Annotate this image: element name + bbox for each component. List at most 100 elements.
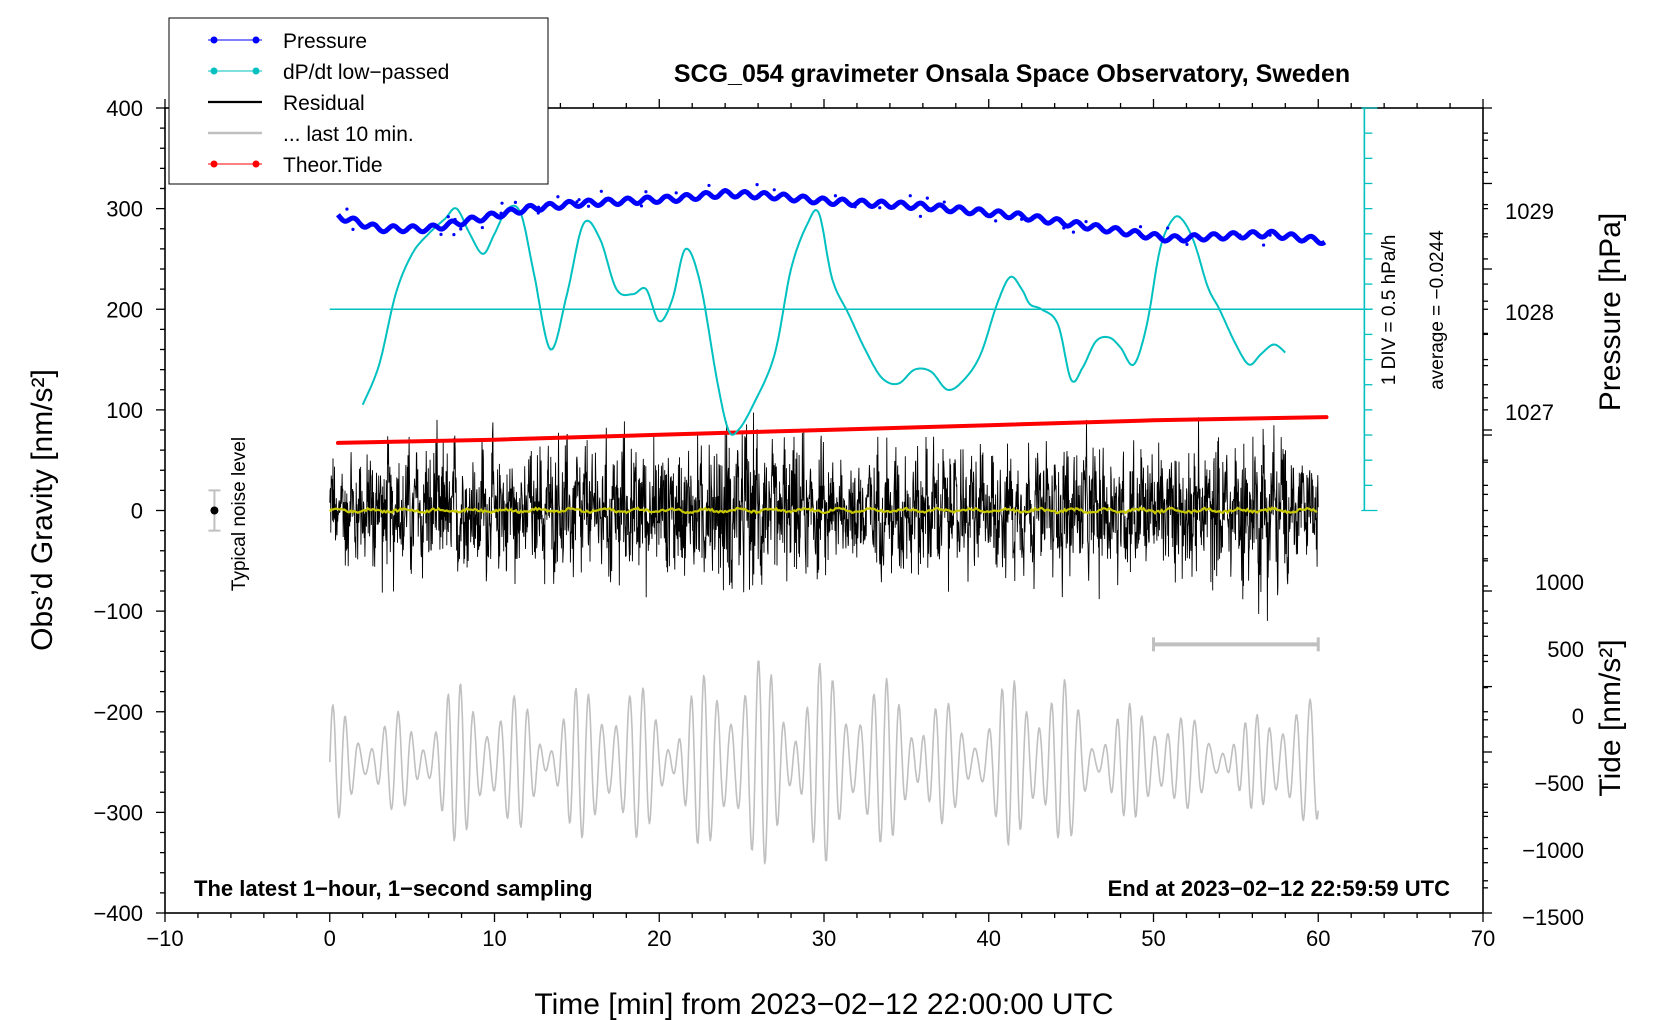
tide-tick-label: −1500 <box>1522 905 1584 930</box>
noise-level-label: Typical noise level <box>229 437 250 591</box>
x-tick-label: 20 <box>647 926 671 951</box>
x-tick-label: 60 <box>1306 926 1330 951</box>
x-tick-label: 10 <box>482 926 506 951</box>
x-tick-label: −10 <box>146 926 183 951</box>
dpdt-series-line <box>361 204 1286 436</box>
sampling-note: The latest 1−hour, 1−second sampling <box>194 876 593 901</box>
pressure-point <box>513 200 518 204</box>
div-label: 1 DIV = 0.5 hPa/h <box>1379 235 1400 386</box>
legend-tide-marker <box>210 160 218 168</box>
pressure-point <box>772 188 776 192</box>
y-tick-label: 300 <box>106 197 143 222</box>
tide-tick-label: 0 <box>1572 704 1584 729</box>
pressure-point <box>1138 225 1143 229</box>
x-tick-label: 50 <box>1141 926 1165 951</box>
pressure-point <box>1071 230 1076 234</box>
pressure-point <box>994 219 998 223</box>
pressure-point <box>1238 233 1242 237</box>
pressure-point <box>459 227 463 231</box>
pressure-point <box>500 201 504 205</box>
tide-tick-label: 500 <box>1547 637 1584 662</box>
x-tick-labels: −10 0 10 20 30 40 50 60 70 <box>146 926 1495 951</box>
y-tick-label: 100 <box>106 398 143 423</box>
chart-title: SCG_054 gravimeter Onsala Space Observat… <box>674 60 1350 88</box>
legend-item-dpdt: dP/dt low−passed <box>208 61 449 84</box>
pressure-point <box>1020 217 1024 221</box>
y-tick-label: −300 <box>93 800 143 825</box>
dpdt-scale-bar <box>1361 107 1378 512</box>
pressure-point <box>1062 226 1066 230</box>
pressure-point <box>439 232 443 236</box>
y-axis-title: Obs’d Gravity [nm/s²] <box>26 369 59 651</box>
pressure-series-line <box>336 188 1327 247</box>
legend-dpdt-marker <box>210 67 218 75</box>
y-tick-label: 200 <box>106 297 143 322</box>
pressure-point <box>453 217 457 222</box>
pressure-tick-label: 1028 <box>1505 300 1554 325</box>
tide-tick-labels: 1000 500 0 −500 −1000 −1500 <box>1522 570 1584 930</box>
noise-bar-center <box>210 506 219 515</box>
pressure-tick-label: 1029 <box>1505 199 1554 224</box>
x-tick-label: 40 <box>977 926 1001 951</box>
pressure-point <box>556 195 560 199</box>
pressure-point <box>452 233 456 237</box>
pressure-point <box>351 227 355 231</box>
pressure-point <box>1084 220 1088 224</box>
y-tick-label: 400 <box>106 96 143 121</box>
tide-axis-title: Tide [nm/s²] <box>1594 639 1627 796</box>
pressure-point <box>499 211 503 215</box>
legend-dpdt-label: dP/dt low−passed <box>283 61 449 84</box>
pressure-tick-labels: 1029 1028 1027 <box>1505 199 1554 425</box>
pressure-point <box>674 191 678 195</box>
pressure-point <box>599 189 603 193</box>
pressure-point <box>878 206 882 210</box>
legend-item-residual: Residual <box>208 92 365 115</box>
pressure-point <box>925 196 929 200</box>
legend-item-tide: Theor.Tide <box>208 154 383 177</box>
pressure-point <box>480 225 484 230</box>
tide-tick-label: −500 <box>1534 771 1584 796</box>
pressure-point <box>755 183 759 187</box>
pressure-point <box>577 198 581 202</box>
tide-tick-label: 1000 <box>1535 570 1584 595</box>
noise-level-indicator <box>208 489 221 532</box>
residual-series-line <box>329 412 1319 621</box>
pressure-point <box>1166 226 1170 230</box>
pressure-point <box>1185 242 1189 247</box>
pressure-tick-label: 1027 <box>1505 400 1554 425</box>
pressure-point <box>575 200 579 204</box>
pressure-point <box>446 215 450 219</box>
axis-ticks <box>156 99 1492 922</box>
tide-series-line <box>336 415 1329 445</box>
last10-series-line <box>329 660 1319 865</box>
pressure-point <box>853 205 857 209</box>
pressure-point <box>644 190 648 194</box>
pressure-point <box>918 214 923 218</box>
x-axis-title: Time [min] from 2023−02−12 22:00:00 UTC <box>534 988 1113 1020</box>
pressure-dots <box>345 183 1272 247</box>
pressure-point <box>1044 220 1048 224</box>
legend-residual-label: Residual <box>283 92 365 115</box>
legend-tide-marker <box>252 160 260 168</box>
legend: Pressure dP/dt low−passed Residual ... l… <box>168 17 549 185</box>
x-tick-label: 30 <box>812 926 836 951</box>
y-tick-label: −200 <box>93 700 143 725</box>
pressure-point <box>536 211 540 215</box>
legend-dpdt-marker <box>252 67 260 75</box>
pressure-point <box>662 195 667 199</box>
y-tick-label: 0 <box>131 499 143 524</box>
legend-last10-label: ... last 10 min. <box>283 123 414 146</box>
pressure-point <box>345 207 349 211</box>
residual-mean-line <box>328 506 1318 515</box>
pressure-point <box>908 194 912 198</box>
pressure-point <box>1261 243 1266 247</box>
y-tick-label: −400 <box>93 901 143 926</box>
x-tick-label: 70 <box>1471 926 1495 951</box>
pressure-axis-title: Pressure [hPa] <box>1594 213 1627 411</box>
pressure-point <box>971 210 976 215</box>
legend-item-last10: ... last 10 min. <box>208 123 414 146</box>
y-tick-labels: 400 300 200 100 0 −100 −200 −300 −400 <box>93 96 143 926</box>
legend-pressure-marker <box>210 36 218 44</box>
pressure-point <box>707 183 711 188</box>
